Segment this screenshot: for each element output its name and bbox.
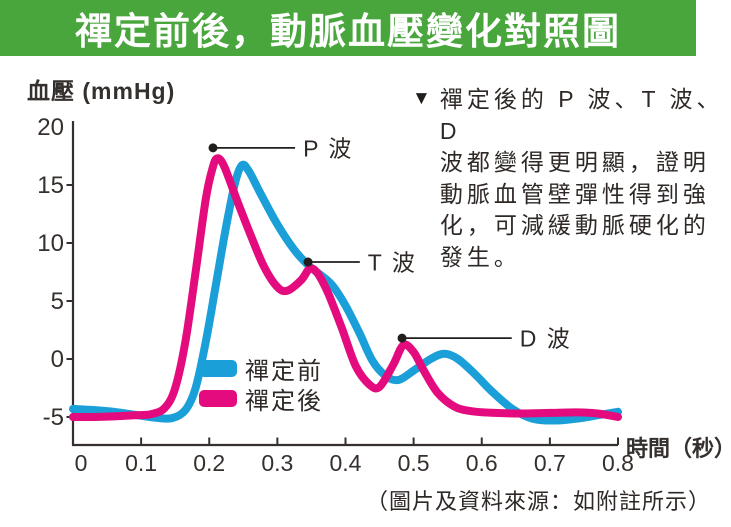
- x-tick-label: 0.8: [602, 450, 634, 476]
- legend-label-before: 禪定前: [245, 357, 323, 385]
- annotation-dot: [208, 143, 218, 153]
- x-tick-label: 0.7: [534, 450, 566, 476]
- x-tick-label: 0.4: [330, 450, 362, 476]
- annotation-dot: [397, 333, 407, 343]
- annotation-label: D 波: [520, 326, 572, 352]
- y-tick-label: 15: [37, 172, 64, 199]
- legend: 禪定前 禪定後: [199, 353, 323, 415]
- page-title: 禪定前後，動脈血壓變化對照圖: [75, 11, 621, 52]
- x-tick-label: 0.5: [398, 450, 430, 476]
- annotation-dot: [303, 257, 313, 267]
- legend-swatch-before: [199, 359, 237, 377]
- annotation-label: P 波: [303, 135, 353, 161]
- legend-swatch-after: [199, 389, 237, 407]
- y-tick-label: -5: [43, 404, 64, 431]
- note-line: 化，可減緩動脈硬化的: [439, 212, 710, 238]
- y-axis-title: 血壓 (mmHg): [27, 78, 176, 104]
- note-line: 動脈血管壁彈性得到強: [439, 180, 710, 207]
- down-triangle-icon: ▼: [412, 88, 431, 109]
- legend-label-after: 禪定後: [245, 387, 323, 415]
- note-line: 波都變得更明顯，證明: [439, 149, 710, 175]
- legend-item-before: 禪定前: [199, 353, 323, 385]
- note-line: 發生。: [439, 243, 521, 270]
- y-tick-label: 10: [37, 230, 64, 257]
- x-tick-label: 0.3: [261, 450, 293, 476]
- annotation-label: T 波: [368, 250, 417, 276]
- source-caption: （圖片及資料來源：如附註所示）: [365, 489, 711, 514]
- x-tick-label: 0: [75, 450, 88, 476]
- note-text: 禪定後的 P 波、T 波、D 波都變得更明顯，證明 動脈血管壁彈性得到強 化，可…: [440, 84, 724, 273]
- title-banner: 禪定前後，動脈血壓變化對照圖: [0, 0, 696, 56]
- note-line: 禪定後的 P 波、T 波、D: [439, 86, 724, 144]
- legend-item-after: 禪定後: [199, 383, 323, 415]
- x-tick-label: 0.6: [466, 450, 498, 476]
- x-tick-label: 0.2: [193, 450, 225, 476]
- x-tick-label: 0.1: [125, 450, 157, 476]
- y-tick-label: 20: [37, 114, 64, 141]
- y-tick-label: 5: [51, 288, 64, 315]
- series-line-after-meditation: [69, 154, 622, 422]
- x-axis-title: 時間（秒）: [626, 436, 731, 461]
- y-tick-label: 0: [51, 346, 64, 373]
- note-block: ▼ 禪定後的 P 波、T 波、D 波都變得更明顯，證明 動脈血管壁彈性得到強 化…: [412, 84, 724, 273]
